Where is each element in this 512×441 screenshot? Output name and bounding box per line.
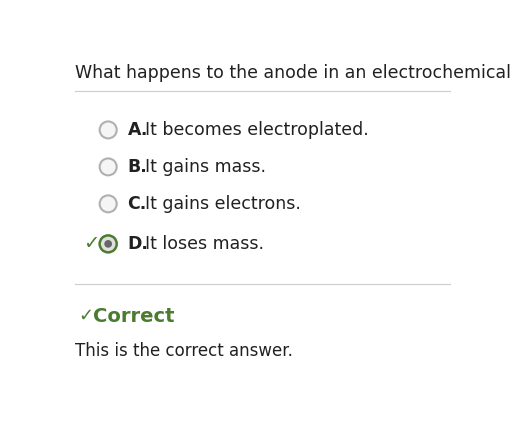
Circle shape [100, 158, 117, 176]
Text: It becomes electroplated.: It becomes electroplated. [145, 121, 369, 139]
Text: A.: A. [127, 121, 148, 139]
Text: Correct: Correct [94, 307, 175, 326]
Text: What happens to the anode in an electrochemical cell?: What happens to the anode in an electroc… [75, 64, 512, 82]
Text: B.: B. [127, 158, 147, 176]
Circle shape [100, 121, 117, 138]
Circle shape [104, 240, 112, 248]
Circle shape [100, 195, 117, 212]
Circle shape [100, 235, 117, 252]
Text: It loses mass.: It loses mass. [145, 235, 264, 253]
Text: ✓: ✓ [78, 307, 93, 325]
Text: D.: D. [127, 235, 148, 253]
Text: This is the correct answer.: This is the correct answer. [75, 342, 293, 360]
Text: C.: C. [127, 195, 147, 213]
Text: It gains mass.: It gains mass. [145, 158, 266, 176]
Text: It gains electrons.: It gains electrons. [145, 195, 301, 213]
Text: ✓: ✓ [83, 234, 99, 254]
